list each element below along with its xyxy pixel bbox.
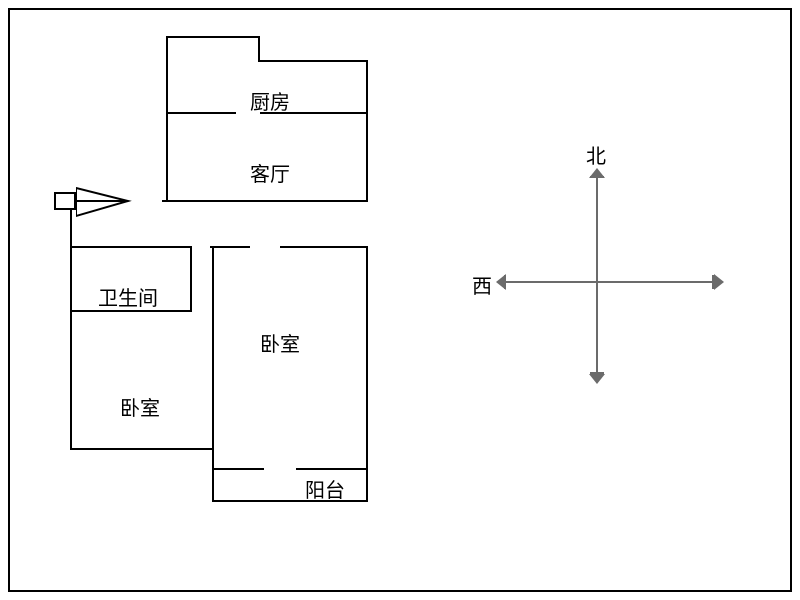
compass-south-cap: [590, 372, 604, 374]
room-label-bedroom1: 卧室: [260, 328, 300, 357]
compass-north-cap: [590, 176, 604, 178]
room-label-kitchen: 厨房: [250, 86, 290, 115]
wall-h: [162, 200, 366, 202]
wall-v: [166, 36, 168, 202]
floor-plan-canvas: 厨房 客厅 卫生间 卧室 卧室 阳台 北 西: [0, 0, 800, 600]
compass-arrow-south: [589, 374, 605, 384]
wall-h: [166, 112, 236, 114]
compass-axis-ns: [596, 176, 598, 374]
outer-border-bottom: [8, 590, 792, 592]
wall-h: [280, 246, 366, 248]
compass-arrow-east: [714, 274, 724, 290]
wall-h: [70, 246, 190, 248]
speaker-cone-icon: [76, 184, 132, 220]
speaker-icon: [54, 192, 76, 210]
wall-v: [70, 200, 72, 450]
outer-border-top: [8, 8, 792, 10]
wall-h: [296, 468, 366, 470]
room-label-bedroom2: 卧室: [120, 392, 160, 421]
wall-h: [258, 60, 366, 62]
compass-label-north: 北: [586, 140, 606, 169]
wall-v: [212, 246, 214, 502]
wall-h: [70, 448, 212, 450]
wall-v: [258, 36, 260, 62]
compass-east-cap: [712, 275, 714, 289]
room-label-balcony: 阳台: [305, 474, 345, 503]
wall-h: [166, 36, 258, 38]
wall-h: [214, 468, 264, 470]
outer-border-left: [8, 8, 10, 592]
outer-border-right: [790, 8, 792, 592]
compass-axis-we: [504, 281, 714, 283]
compass-label-west: 西: [472, 270, 492, 299]
wall-v: [366, 60, 368, 202]
room-label-bathroom: 卫生间: [98, 282, 158, 311]
room-label-livingroom: 客厅: [250, 158, 290, 187]
compass-west-cap: [504, 275, 506, 289]
wall-v: [366, 246, 368, 502]
wall-h: [210, 246, 250, 248]
wall-v: [190, 246, 192, 312]
